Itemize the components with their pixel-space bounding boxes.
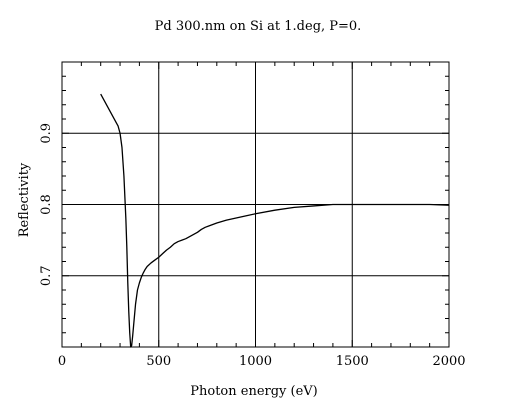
plot-frame (61, 61, 450, 348)
y-tick-label: 0.8 (39, 194, 54, 215)
x-tick-label: 1500 (336, 354, 369, 369)
y-axis-label: Reflectivity (17, 162, 32, 237)
axis-ticks: 0 500 1000 1500 2000 0.7 0.8 0.9 (39, 61, 466, 369)
series-line-reflectivity (100, 93, 450, 348)
chart-title: Pd 300.nm on Si at 1.deg, P=0. (155, 19, 362, 34)
x-tick-label: 2000 (432, 354, 465, 369)
x-tick-label: 0 (58, 354, 66, 369)
x-tick-label: 1000 (239, 354, 272, 369)
series-layer (100, 93, 450, 348)
y-tick-label: 0.9 (39, 123, 54, 144)
y-tick-label: 0.7 (39, 265, 54, 286)
x-tick-label: 500 (146, 354, 171, 369)
x-axis-label: Photon energy (eV) (190, 384, 318, 399)
